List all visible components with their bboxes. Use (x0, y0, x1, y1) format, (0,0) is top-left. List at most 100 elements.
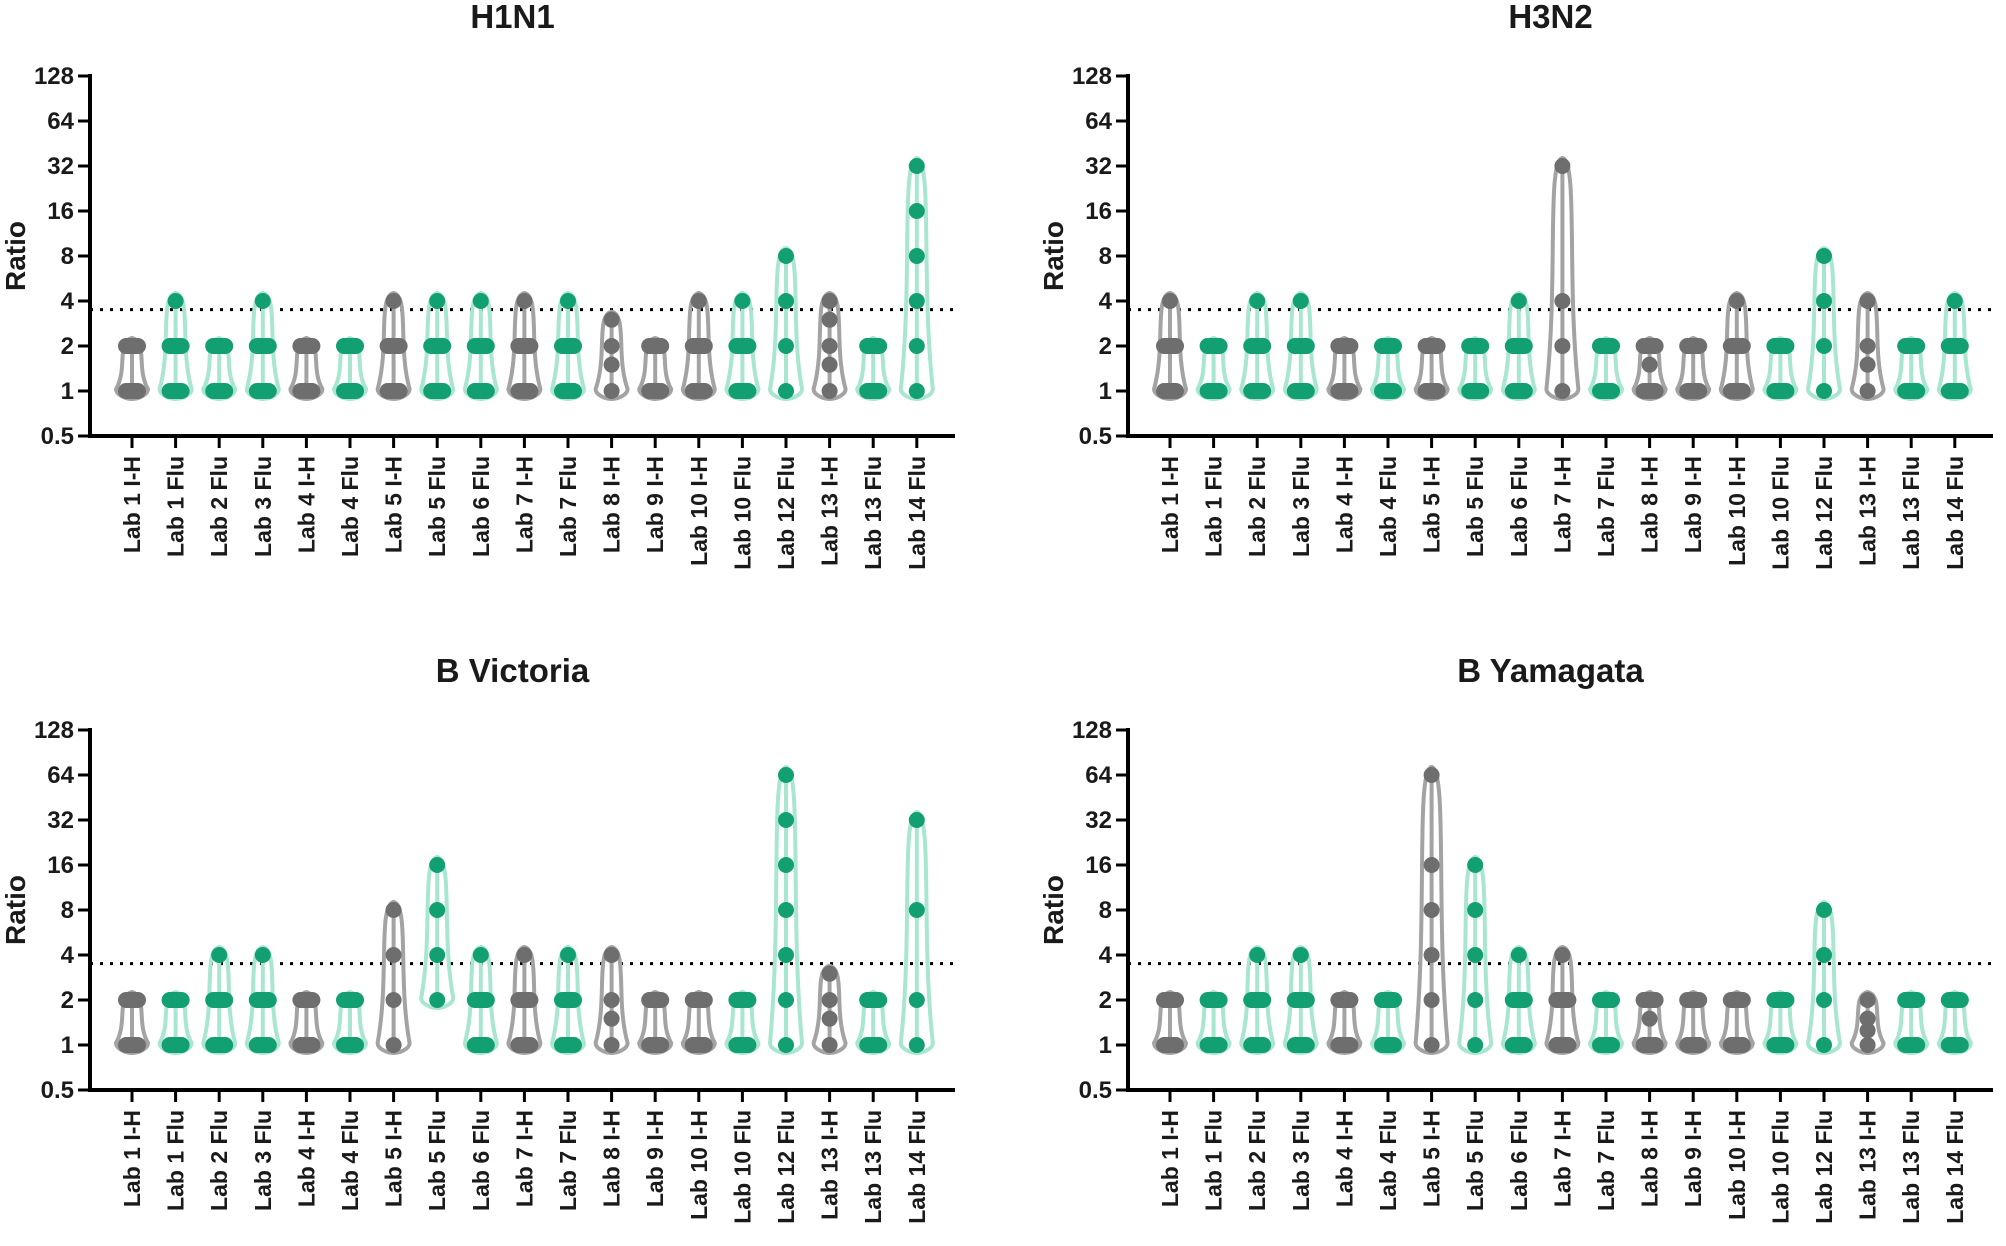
data-point (1554, 383, 1571, 399)
x-tick-label: Lab 13 I-H (817, 456, 843, 566)
x-tick-label: Lab 14 Flu (1942, 1110, 1968, 1224)
x-tick-label: Lab 5 Flu (424, 1110, 450, 1211)
data-point (1156, 338, 1184, 354)
data-point (778, 812, 794, 828)
data-point (560, 293, 576, 309)
data-point (1467, 947, 1484, 963)
data-point (1510, 293, 1527, 309)
data-point (1816, 338, 1832, 354)
data-point (1816, 992, 1832, 1008)
data-point (603, 383, 620, 399)
data-point (1859, 383, 1876, 399)
data-point (292, 1037, 321, 1053)
data-point (554, 1037, 582, 1053)
x-tick-label: Lab 12 Flu (1811, 456, 1837, 570)
data-point (1722, 992, 1751, 1008)
data-point (1330, 383, 1359, 399)
x-tick-label: Lab 9 I-H (642, 456, 668, 553)
data-point (1156, 383, 1184, 399)
data-point (1592, 338, 1620, 354)
data-point (1940, 1037, 1969, 1053)
data-point (429, 857, 446, 873)
data-point (379, 383, 408, 399)
data-point (1467, 902, 1484, 918)
y-tick-label: 2 (61, 987, 74, 1014)
data-point (429, 992, 446, 1008)
data-point (1679, 338, 1708, 354)
data-point (1859, 293, 1876, 309)
x-tick-label: Lab 4 I-H (1331, 456, 1357, 553)
y-tick-label: 1 (1099, 1032, 1112, 1059)
data-point (118, 992, 146, 1008)
chart-panel-h3n2: H3N2 Ratio 0.5 1 2 4 8 16 32 64 128 Lab 1 I-H Lab 1 … (1038, 0, 1993, 570)
y-tick-label: 32 (1085, 807, 1112, 834)
data-point (1816, 1037, 1832, 1053)
x-tick-label: Lab 4 I-H (293, 1110, 319, 1207)
data-point (778, 338, 794, 354)
data-point (821, 992, 838, 1008)
data-point (1592, 383, 1620, 399)
x-tick-label: Lab 12 Flu (1811, 1110, 1837, 1224)
data-point (859, 992, 888, 1008)
x-tick-label: Lab 5 Flu (1462, 456, 1488, 557)
data-point (603, 311, 620, 328)
y-tick-label: 0.5 (41, 423, 74, 450)
data-point (908, 338, 925, 354)
data-point (603, 1037, 620, 1053)
y-tick-label: 2 (61, 333, 74, 360)
data-point (167, 293, 184, 309)
data-point (728, 1037, 757, 1053)
data-point (429, 293, 446, 309)
x-tick-label: Lab 13 Flu (1898, 456, 1924, 570)
y-tick-label: 16 (47, 852, 74, 879)
data-point (1641, 1010, 1658, 1027)
x-tick-label: Lab 10 Flu (1767, 1110, 1793, 1224)
data-point (1467, 857, 1484, 873)
data-point (1816, 383, 1832, 399)
data-point (821, 311, 838, 328)
x-tick-label: Lab 8 I-H (1637, 456, 1663, 553)
data-point (1592, 1037, 1620, 1053)
data-point (161, 1037, 190, 1053)
x-tick-label: Lab 3 Flu (1288, 456, 1314, 557)
y-tick-label: 32 (47, 807, 74, 834)
data-point (1816, 902, 1832, 918)
data-point (1461, 338, 1490, 354)
data-point (161, 992, 190, 1008)
x-tick-label: Lab 13 Flu (1898, 1110, 1924, 1224)
data-point (778, 1037, 794, 1053)
data-point (1859, 1022, 1876, 1039)
data-point (1423, 1037, 1440, 1053)
data-point (254, 947, 271, 963)
x-tick-label: Lab 13 I-H (1855, 456, 1881, 566)
x-tick-label: Lab 7 Flu (555, 1110, 581, 1211)
x-tick-label: Lab 4 Flu (1375, 1110, 1401, 1211)
y-tick-label: 128 (34, 717, 74, 744)
y-tick-label: 128 (1072, 717, 1112, 744)
data-point (1635, 1037, 1664, 1053)
data-point (1330, 992, 1359, 1008)
data-point (1554, 158, 1571, 174)
y-tick-label: 0.5 (41, 1077, 74, 1104)
data-point (728, 338, 757, 354)
x-tick-label: Lab 7 Flu (555, 456, 581, 557)
x-tick-label: Lab 7 I-H (1549, 1110, 1575, 1207)
data-point (118, 338, 146, 354)
data-point (1504, 338, 1533, 354)
x-tick-label: Lab 3 Flu (250, 456, 276, 557)
data-point (510, 383, 539, 399)
data-point (1374, 1037, 1402, 1053)
data-point (1897, 992, 1926, 1008)
y-axis-label: Ratio (0, 875, 31, 945)
data-point (1162, 293, 1178, 309)
data-point (1859, 992, 1876, 1008)
data-point (1461, 383, 1490, 399)
data-point (1504, 992, 1533, 1008)
data-point (248, 383, 277, 399)
x-tick-label: Lab 8 I-H (599, 1110, 625, 1207)
data-point (728, 992, 757, 1008)
data-point (778, 992, 794, 1008)
data-point (603, 947, 620, 963)
data-point (385, 1037, 402, 1053)
data-point (466, 1037, 495, 1053)
